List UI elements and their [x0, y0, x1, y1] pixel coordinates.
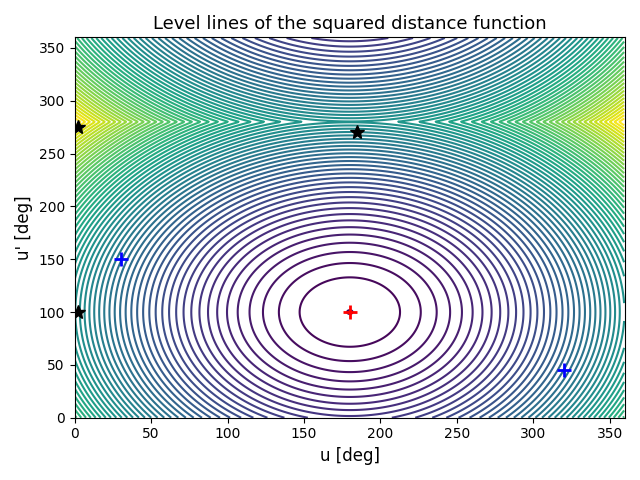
X-axis label: u [deg]: u [deg] [320, 447, 380, 465]
Title: Level lines of the squared distance function: Level lines of the squared distance func… [153, 15, 547, 33]
Y-axis label: u' [deg]: u' [deg] [15, 195, 33, 260]
